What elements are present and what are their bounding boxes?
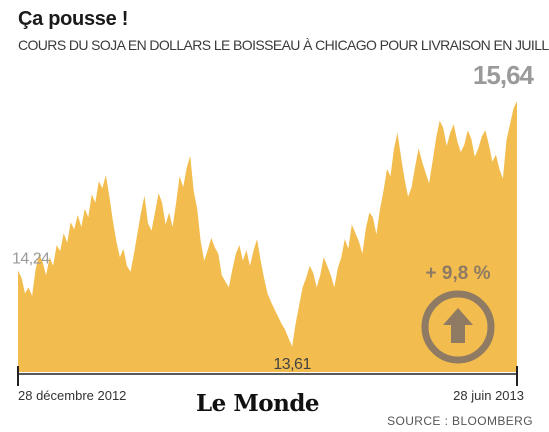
chart-title: Ça pousse ! xyxy=(18,8,129,30)
min-value-label: 13,61 xyxy=(273,356,311,373)
chart-subtitle: COURS DU SOJA EN DOLLARS LE BOISSEAU À C… xyxy=(18,37,549,53)
start-value-label: 14,24 xyxy=(12,250,50,267)
source-label: SOURCE : BLOOMBERG xyxy=(387,414,533,428)
up-arrow-icon xyxy=(421,290,495,364)
le-monde-logo: Le Monde xyxy=(196,390,320,417)
end-value-label: 15,64 xyxy=(473,60,535,90)
x-end-label: 28 juin 2013 xyxy=(453,388,524,403)
price-area xyxy=(18,101,517,373)
x-start-label: 28 décembre 2012 xyxy=(18,388,126,403)
change-percent-label: + 9,8 % xyxy=(426,263,491,284)
